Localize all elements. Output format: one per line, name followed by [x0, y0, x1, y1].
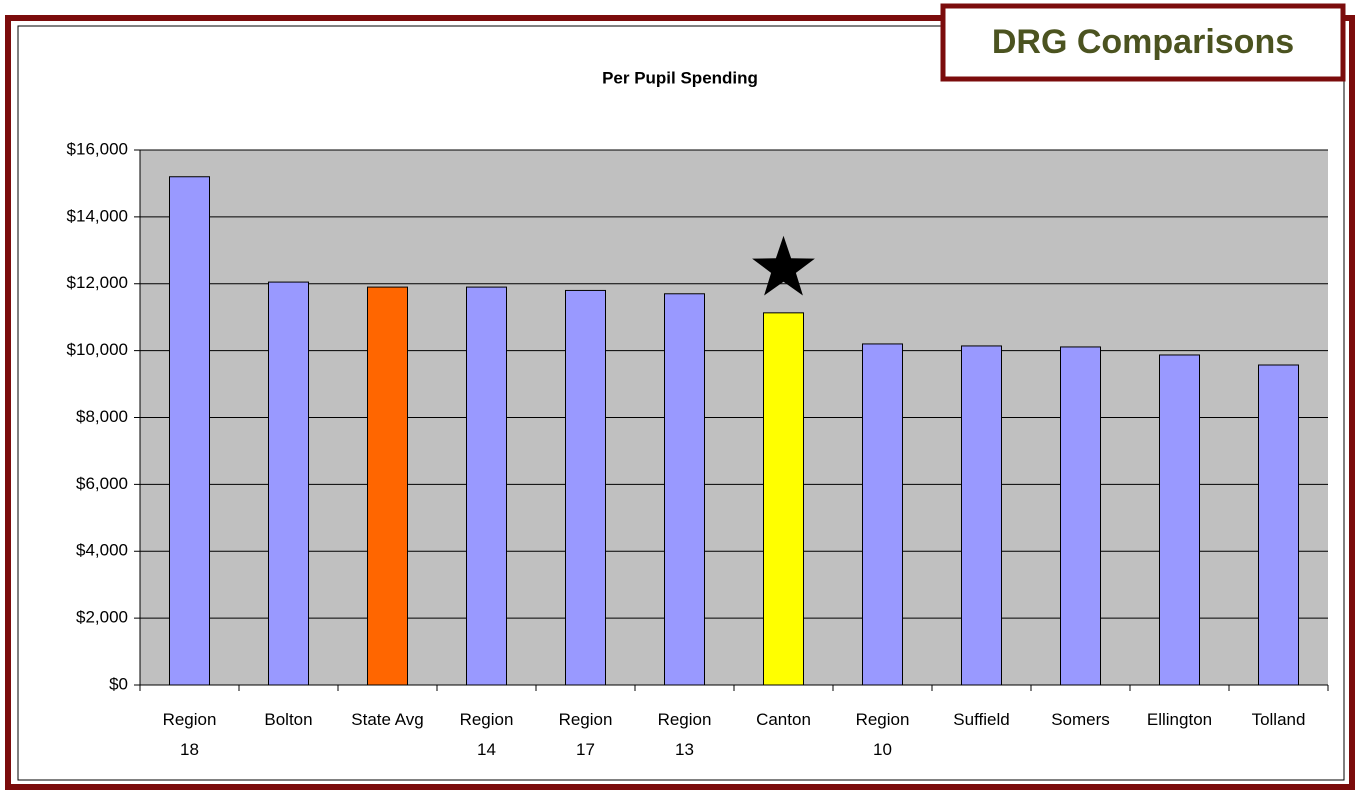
y-tick-label: $0 [109, 674, 128, 693]
bar [862, 343, 903, 686]
bar [664, 293, 705, 686]
badge-box [940, 3, 1346, 82]
x-tick-label: Canton [756, 710, 811, 729]
x-tick-label: Suffield [953, 710, 1009, 729]
y-tick-label: $10,000 [67, 340, 128, 359]
y-tick-label: $14,000 [67, 206, 128, 225]
y-tick-label: $2,000 [76, 608, 128, 627]
x-tick-label: Somers [1051, 710, 1110, 729]
bar [466, 286, 507, 686]
bar [763, 312, 804, 686]
x-tick-label: State Avg [351, 710, 423, 729]
badge-title: DRG Comparisons [992, 23, 1294, 61]
bar [565, 289, 606, 686]
x-tick-label: Region 17 [559, 710, 613, 759]
x-tick-label: Tolland [1252, 710, 1306, 729]
x-tick-label: Bolton [264, 710, 312, 729]
chart-title: Per Pupil Spending [602, 68, 758, 87]
y-tick-label: $6,000 [76, 474, 128, 493]
bar [169, 176, 210, 686]
y-tick-label: $16,000 [67, 139, 128, 158]
x-tick-label: Region 18 [163, 710, 217, 759]
x-tick-label: Region 14 [460, 710, 514, 759]
bar [1159, 354, 1200, 686]
x-tick-label: Ellington [1147, 710, 1212, 729]
y-tick-label: $12,000 [67, 273, 128, 292]
bar [961, 345, 1002, 686]
y-tick-label: $8,000 [76, 407, 128, 426]
bar [1060, 346, 1101, 686]
bar [268, 281, 309, 686]
x-tick-label: Region 13 [658, 710, 712, 759]
y-tick-label: $4,000 [76, 541, 128, 560]
bar [367, 286, 408, 686]
x-tick-label: Region 10 [856, 710, 910, 759]
bar [1258, 364, 1299, 686]
star-marker [752, 235, 815, 296]
